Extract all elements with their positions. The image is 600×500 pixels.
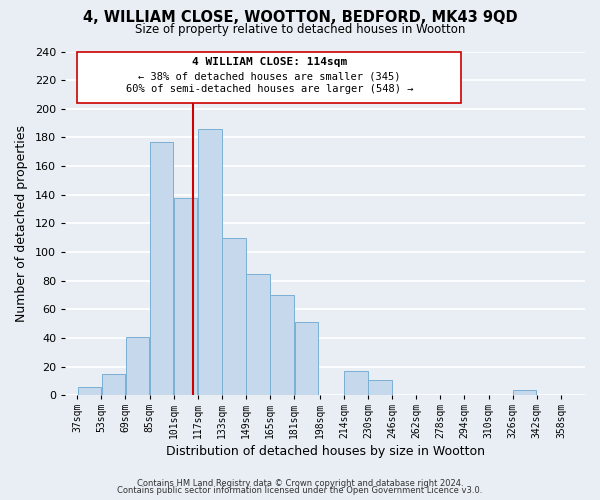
- Bar: [198, 129, 221, 396]
- Bar: [77, 387, 101, 396]
- Bar: [174, 198, 197, 396]
- Text: 60% of semi-detached houses are larger (548) →: 60% of semi-detached houses are larger (…: [125, 84, 413, 94]
- Bar: [513, 390, 536, 396]
- Bar: [368, 380, 392, 396]
- Bar: [150, 142, 173, 396]
- Text: Contains public sector information licensed under the Open Government Licence v3: Contains public sector information licen…: [118, 486, 482, 495]
- Bar: [344, 371, 368, 396]
- Text: ← 38% of detached houses are smaller (345): ← 38% of detached houses are smaller (34…: [138, 72, 401, 82]
- Bar: [271, 295, 294, 396]
- X-axis label: Distribution of detached houses by size in Wootton: Distribution of detached houses by size …: [166, 444, 485, 458]
- Text: 4 WILLIAM CLOSE: 114sqm: 4 WILLIAM CLOSE: 114sqm: [192, 57, 347, 67]
- Bar: [247, 274, 270, 396]
- Y-axis label: Number of detached properties: Number of detached properties: [15, 125, 28, 322]
- Bar: [102, 374, 125, 396]
- Text: Size of property relative to detached houses in Wootton: Size of property relative to detached ho…: [135, 22, 465, 36]
- FancyBboxPatch shape: [77, 52, 461, 103]
- Bar: [126, 336, 149, 396]
- Bar: [295, 322, 318, 396]
- Bar: [222, 238, 245, 396]
- Text: Contains HM Land Registry data © Crown copyright and database right 2024.: Contains HM Land Registry data © Crown c…: [137, 478, 463, 488]
- Text: 4, WILLIAM CLOSE, WOOTTON, BEDFORD, MK43 9QD: 4, WILLIAM CLOSE, WOOTTON, BEDFORD, MK43…: [83, 10, 517, 25]
